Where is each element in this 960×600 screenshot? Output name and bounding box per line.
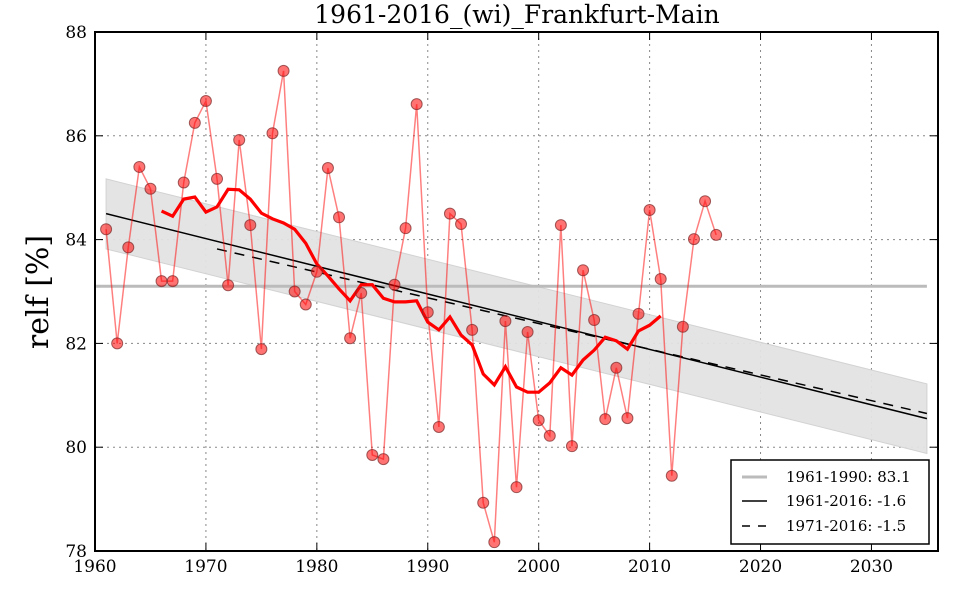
data-point bbox=[177, 176, 190, 189]
legend: 1961-1990: 83.1 1961-2016: -1.6 1971-201… bbox=[730, 459, 930, 545]
x-tick-label: 1960 bbox=[73, 557, 116, 577]
data-point bbox=[532, 414, 545, 427]
x-tick-label: 2030 bbox=[850, 557, 893, 577]
data-point bbox=[199, 95, 212, 108]
trend-line-solid bbox=[105, 212, 928, 420]
plot-frame bbox=[94, 31, 939, 552]
data-point bbox=[222, 279, 235, 292]
data-point bbox=[166, 275, 179, 288]
data-point bbox=[654, 273, 667, 286]
data-point bbox=[521, 325, 534, 338]
data-point bbox=[488, 536, 501, 549]
y-axis-label: relf [%] bbox=[21, 235, 56, 349]
data-point bbox=[510, 481, 523, 494]
data-point bbox=[699, 195, 712, 208]
data-point bbox=[543, 429, 556, 442]
data-point bbox=[233, 133, 246, 146]
data-point bbox=[133, 160, 146, 173]
x-tick-label: 1970 bbox=[184, 557, 227, 577]
data-point bbox=[321, 161, 334, 174]
x-tick-label: 2000 bbox=[517, 557, 560, 577]
running-mean-line bbox=[160, 187, 662, 394]
data-point bbox=[111, 337, 124, 350]
legend-label-trend-dashed: 1971-2016: -1.5 bbox=[786, 517, 906, 535]
data-point bbox=[466, 323, 479, 336]
legend-box bbox=[730, 459, 930, 545]
x-tick-label: 1980 bbox=[295, 557, 338, 577]
data-point bbox=[665, 469, 678, 482]
data-point bbox=[643, 204, 656, 217]
data-point bbox=[244, 219, 257, 232]
data-point bbox=[588, 314, 601, 327]
data-point bbox=[288, 285, 301, 298]
data-point bbox=[310, 265, 323, 278]
data-point bbox=[610, 361, 623, 374]
data-point bbox=[710, 228, 723, 241]
y-tick-label: 88 bbox=[65, 23, 87, 43]
x-tick-label: 2010 bbox=[628, 557, 671, 577]
data-point bbox=[344, 332, 357, 345]
data-point bbox=[421, 306, 434, 319]
chart-title: 1961-2016_(wi)_Frankfurt-Main bbox=[314, 0, 719, 29]
data-point bbox=[621, 412, 634, 425]
legend-label-baseline: 1961-1990: 83.1 bbox=[786, 468, 911, 486]
y-tick-label: 84 bbox=[65, 231, 87, 251]
y-tick-label: 86 bbox=[65, 127, 87, 147]
annual-series-line bbox=[105, 70, 717, 543]
x-tick-label: 1990 bbox=[406, 557, 449, 577]
data-point bbox=[155, 275, 168, 288]
data-point bbox=[577, 264, 590, 277]
data-point bbox=[355, 287, 368, 300]
y-tick-label: 80 bbox=[65, 438, 87, 458]
plot-area: 1960 1970 1980 1990 2000 2010 2020 2030 78 80 82 84… bbox=[65, 23, 939, 577]
y-tick-label: 78 bbox=[65, 542, 87, 562]
data-point bbox=[100, 223, 113, 236]
data-point bbox=[687, 233, 700, 246]
data-point bbox=[144, 182, 157, 195]
data-point bbox=[554, 219, 567, 232]
data-point bbox=[410, 98, 423, 111]
data-point bbox=[399, 222, 412, 235]
data-point bbox=[388, 278, 401, 291]
data-point bbox=[333, 211, 346, 224]
data-point bbox=[632, 307, 645, 320]
data-point bbox=[477, 496, 490, 509]
data-point bbox=[255, 343, 268, 356]
data-point bbox=[455, 218, 468, 231]
data-point bbox=[377, 453, 390, 466]
data-point bbox=[211, 172, 224, 185]
data-point bbox=[299, 298, 312, 311]
data-point bbox=[432, 420, 445, 433]
data-point bbox=[499, 315, 512, 328]
data-point bbox=[366, 448, 379, 461]
data-point bbox=[565, 440, 578, 453]
data-point bbox=[188, 116, 201, 129]
data-point bbox=[277, 64, 290, 77]
y-tick-label: 82 bbox=[65, 334, 87, 354]
data-point bbox=[676, 320, 689, 333]
trend-line-dashed bbox=[216, 248, 928, 415]
legend-label-trend-solid: 1961-2016: -1.6 bbox=[786, 492, 906, 510]
data-point bbox=[266, 127, 279, 140]
data-point bbox=[599, 413, 612, 426]
data-point bbox=[122, 241, 135, 254]
x-tick-label: 2020 bbox=[739, 557, 782, 577]
data-point bbox=[443, 207, 456, 220]
